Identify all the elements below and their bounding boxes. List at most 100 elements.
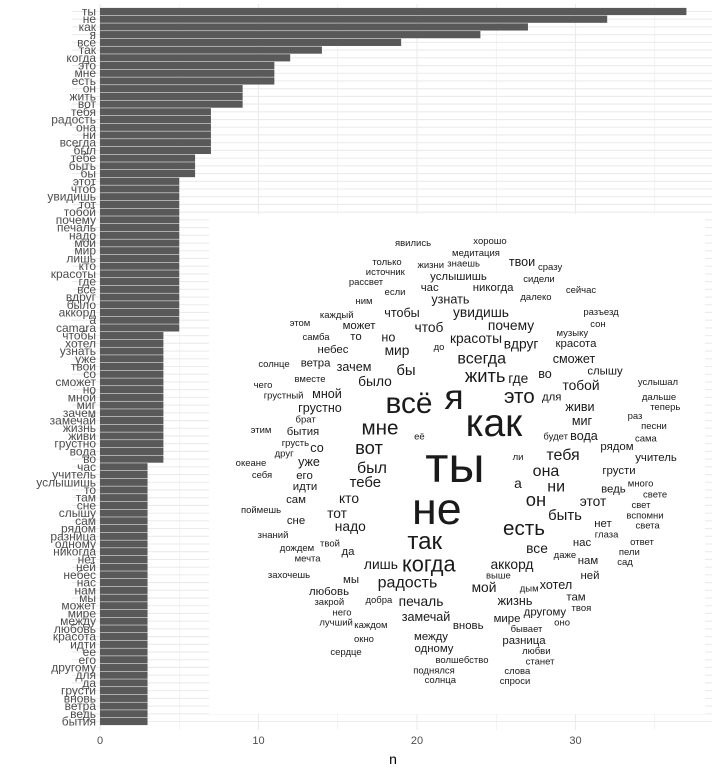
bar-всё	[100, 38, 402, 46]
y-tick-label: то	[84, 483, 96, 497]
bar-это	[100, 61, 275, 70]
cloud-word: чтобы	[384, 306, 419, 320]
cloud-word: там	[566, 591, 585, 603]
y-tick-label: ее	[83, 645, 97, 659]
cloud-word: одному	[414, 643, 453, 655]
y-tick-label: всегда	[60, 136, 97, 150]
cloud-word: аккорд	[491, 557, 534, 572]
cloud-word: будет	[543, 431, 568, 442]
cloud-word: был	[357, 460, 387, 477]
y-tick-label: где	[78, 275, 96, 289]
y-tick-label: тебе	[71, 151, 97, 165]
cloud-word: поймешь	[241, 505, 281, 516]
bar-грустно	[100, 440, 164, 448]
cloud-word: небес	[318, 344, 349, 356]
cloud-word: мой	[472, 580, 497, 595]
y-tick-label: нет	[78, 552, 97, 566]
bar-надо	[100, 231, 180, 239]
cloud-word: уже	[298, 455, 320, 469]
y-tick-label: там	[76, 491, 96, 505]
cloud-word: её	[414, 432, 425, 443]
y-tick-label: во	[83, 452, 96, 466]
y-tick-label: услышишь	[36, 475, 96, 489]
cloud-word: слова	[504, 666, 531, 677]
bar-одному	[100, 540, 148, 548]
cloud-word: твоя	[572, 603, 592, 614]
cloud-word: спроси	[500, 676, 531, 687]
bar-увидишь	[100, 193, 180, 201]
y-tick-label: учитель	[52, 468, 96, 482]
y-tick-label: мой	[74, 236, 96, 250]
cloud-word: ветра	[301, 357, 331, 369]
bar-сможет	[100, 378, 164, 386]
bar-да	[100, 679, 148, 687]
bar-все	[100, 285, 180, 293]
cloud-word: рядом	[600, 441, 633, 453]
cloud-word: закрой	[314, 597, 344, 608]
cloud-word: разница	[502, 635, 546, 647]
y-tick-label: слышу	[59, 506, 96, 520]
cloud-word: мной	[312, 387, 342, 401]
y-tick-label: нам	[74, 583, 96, 597]
bar-всегда	[100, 139, 211, 147]
y-tick-label: чтоб	[71, 182, 96, 196]
cloud-word: бытия	[287, 426, 319, 438]
y-tick-label: нас	[77, 576, 96, 590]
cloud-word: свет	[631, 500, 651, 511]
cloud-word: много	[628, 479, 654, 490]
bar-вновь	[100, 694, 148, 702]
bar-во	[100, 455, 164, 463]
cloud-word: тобой	[562, 378, 599, 393]
word-cloud-background	[209, 214, 705, 714]
x-tick-label: 0	[97, 735, 103, 747]
y-tick-label: как	[79, 20, 97, 34]
y-tick-label: мы	[79, 591, 96, 605]
bar-уже	[100, 355, 164, 363]
y-tick-label: сам	[75, 514, 96, 528]
cloud-word: теперь	[650, 402, 680, 413]
bar-кто	[100, 262, 180, 270]
bar-ветра	[100, 702, 148, 710]
cloud-word: мне	[362, 416, 399, 439]
cloud-word: между	[414, 631, 448, 643]
cloud-word: надо	[335, 519, 366, 534]
x-axis-ticks: 0 10 20 30	[97, 735, 582, 747]
bar-его	[100, 656, 148, 664]
y-tick-label: мире	[68, 606, 97, 620]
y-tick-label: узнать	[60, 344, 96, 358]
cloud-word: все	[526, 541, 548, 556]
cloud-word: захочешь	[268, 570, 310, 581]
cloud-word: чтоб	[415, 320, 444, 335]
y-tick-label: был	[74, 143, 97, 157]
y-tick-label: ведь	[70, 707, 96, 721]
cloud-word: жизни	[418, 260, 445, 271]
cloud-word: солнца	[425, 675, 457, 686]
bar-жить	[100, 92, 243, 100]
y-tick-label: уже	[75, 352, 96, 366]
bar-грусти	[100, 687, 148, 695]
cloud-word: жить	[465, 365, 506, 386]
bar-радость	[100, 115, 211, 124]
cloud-word: услышал	[638, 377, 678, 388]
bar-сне	[100, 501, 148, 510]
y-tick-label: любовь	[54, 622, 96, 636]
bar-мне	[100, 69, 275, 77]
cloud-word: почему	[488, 318, 534, 333]
y-tick-label: его	[79, 653, 97, 667]
x-tick-label: 20	[411, 735, 423, 747]
cloud-word: сердце	[330, 647, 361, 658]
cloud-word: вспомни	[626, 510, 663, 521]
y-tick-label: было	[67, 298, 97, 312]
cloud-word: света	[636, 520, 661, 531]
y-tick-label: вдруг	[66, 290, 97, 304]
bar-быть	[100, 162, 196, 170]
cloud-word: сразу	[538, 262, 562, 273]
y-tick-label: сне	[77, 498, 97, 512]
bar-печаль	[100, 223, 180, 232]
cloud-word: далеко	[520, 292, 551, 303]
y-tick-label: мной	[68, 390, 96, 404]
cloud-word: а	[514, 476, 522, 491]
y-tick-label: вот	[78, 97, 97, 111]
cloud-word: услышишь	[430, 271, 487, 283]
x-tick-label: 10	[252, 735, 264, 747]
